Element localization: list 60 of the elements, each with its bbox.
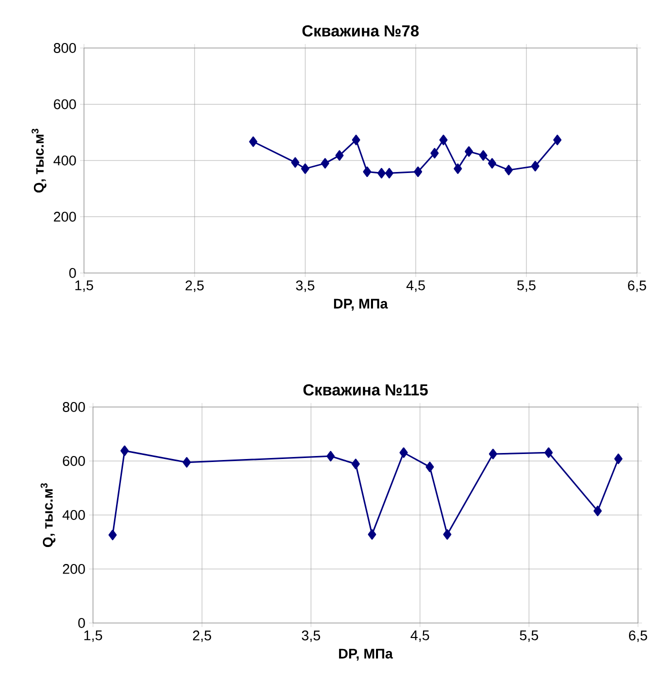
point [363,166,372,178]
x-tick-label: 4,5 [410,630,430,642]
point [291,157,300,168]
x-axis-title: DP, МПа [339,648,393,661]
point [400,447,408,458]
point [614,454,622,464]
x-tick-label: 6,5 [629,630,648,642]
y-tick-label: 200 [62,564,85,574]
point [368,529,376,540]
point [479,150,488,161]
y-tick-label: 400 [62,510,85,520]
point [377,168,386,178]
y-tick-label: 400 [54,156,76,166]
point [439,134,448,146]
x-tick-label: 1,5 [84,630,102,642]
point [454,163,462,174]
point [544,447,553,458]
point [443,529,452,540]
point [385,168,394,178]
y-axis-title: Q, тыс.м$^{3}$ [32,128,46,193]
y-axis-title: Q, тыс.м$^{3}$ [40,483,56,548]
point [430,148,439,158]
point [352,458,360,470]
x-tick-label: 4,5 [406,280,425,292]
point [426,462,434,472]
x-tick-label: 1,5 [75,280,94,292]
point [326,450,335,462]
x-tick-label: 2,5 [193,630,212,642]
y-tick-label: 200 [54,212,76,222]
point [531,160,540,172]
y-tick-label: 600 [62,456,85,466]
y-tick-label: 800 [62,402,85,412]
chart-title: Скважина №78 [302,25,419,37]
point [301,163,310,174]
point [504,164,513,176]
y-tick-label: 0 [69,268,76,278]
point [320,158,330,169]
chart-title: Скважина №115 [303,384,428,396]
x-tick-label: 3,5 [302,630,320,642]
x-tick-label: 3,5 [296,280,314,292]
y-tick-label: 600 [54,99,76,110]
point [414,166,422,178]
x-axis-title: DP, МПа [334,298,388,311]
x-tick-label: 5,5 [517,280,536,292]
x-tick-label: 6,5 [628,280,646,292]
point [488,158,496,169]
x-tick-label: 2,5 [186,280,204,292]
point [108,530,117,540]
point [120,445,129,456]
point [352,134,360,146]
point [182,457,191,468]
point [594,506,602,516]
point [249,136,258,147]
point [335,150,344,161]
point [553,134,562,146]
x-tick-label: 5,5 [520,630,538,642]
point [488,448,498,460]
point [464,146,474,157]
y-tick-label: 0 [78,618,85,628]
y-tick-label: 800 [54,43,76,53]
